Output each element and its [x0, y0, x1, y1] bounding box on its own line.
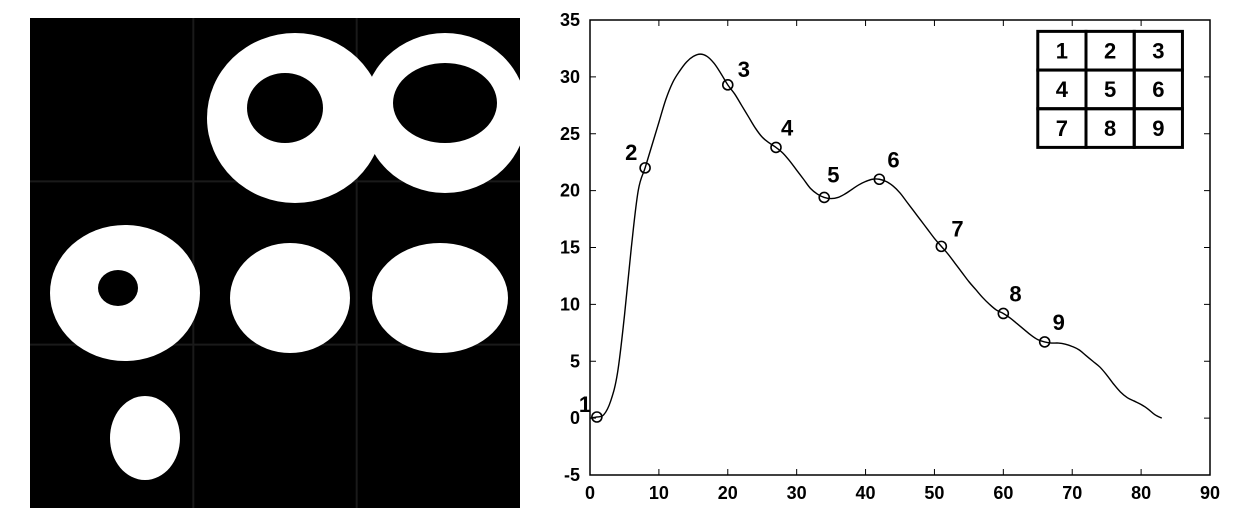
marker-label: 1	[579, 392, 591, 417]
x-tick-label: 30	[787, 483, 807, 503]
marker-label: 9	[1053, 310, 1065, 335]
legend-cell: 3	[1152, 38, 1164, 63]
x-tick-label: 60	[993, 483, 1013, 503]
line-chart: 0102030405060708090-50510152025303512345…	[520, 0, 1240, 525]
y-tick-label: -5	[564, 465, 580, 485]
y-tick-label: 5	[570, 351, 580, 371]
y-tick-label: 15	[560, 238, 580, 258]
legend-grid: 1 2 3 4 5 6 7 8 9	[1038, 31, 1183, 147]
y-tick-label: 25	[560, 124, 580, 144]
x-tick-label: 70	[1062, 483, 1082, 503]
marker-label: 3	[738, 57, 750, 82]
legend-cell: 9	[1152, 116, 1164, 141]
x-tick-label: 0	[585, 483, 595, 503]
legend-cell: 6	[1152, 77, 1164, 102]
legend-cell: 1	[1056, 38, 1068, 63]
x-tick-label: 50	[924, 483, 944, 503]
marker-label: 6	[887, 147, 899, 172]
blob-grid-image	[30, 18, 520, 508]
legend-cell: 2	[1104, 38, 1116, 63]
y-tick-label: 20	[560, 181, 580, 201]
x-tick-label: 90	[1200, 483, 1220, 503]
marker-label: 2	[625, 140, 637, 165]
x-tick-label: 10	[649, 483, 669, 503]
marker-label: 7	[951, 216, 963, 241]
y-tick-label: 30	[560, 67, 580, 87]
legend-cell: 4	[1056, 77, 1069, 102]
legend-cell: 5	[1104, 77, 1116, 102]
marker-label: 8	[1009, 281, 1021, 306]
legend-cell: 7	[1056, 116, 1068, 141]
legend-cell: 8	[1104, 116, 1116, 141]
marker-label: 4	[781, 115, 794, 140]
x-tick-label: 20	[718, 483, 738, 503]
y-tick-label: 35	[560, 10, 580, 30]
x-tick-label: 40	[856, 483, 876, 503]
y-tick-label: 10	[560, 294, 580, 314]
marker-label: 5	[827, 162, 839, 187]
x-tick-label: 80	[1131, 483, 1151, 503]
